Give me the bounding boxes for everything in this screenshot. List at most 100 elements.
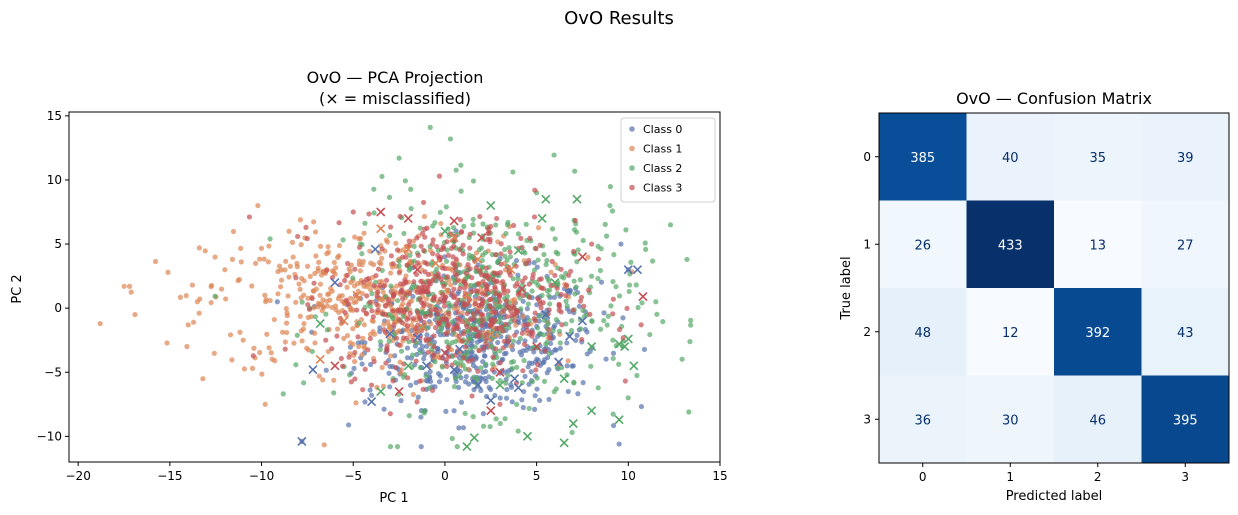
scatter-point — [428, 307, 434, 314]
scatter-point — [501, 338, 507, 344]
scatter-point — [462, 366, 469, 372]
scatter-point — [352, 266, 358, 272]
scatter-point — [184, 343, 190, 350]
misclassified-marker — [638, 292, 648, 302]
scatter-point — [475, 281, 481, 287]
scatter-point — [324, 303, 330, 309]
scatter-point — [368, 382, 375, 388]
scatter-point — [534, 375, 540, 381]
cm-cell: 13 — [1054, 200, 1142, 288]
scatter-point — [498, 324, 505, 330]
y-tick-label: 15 — [47, 109, 62, 123]
scatter-point — [480, 312, 486, 318]
scatter-point — [467, 231, 473, 237]
scatter-point — [476, 268, 482, 274]
scatter-point — [532, 187, 538, 193]
scatter-point — [553, 317, 559, 323]
scatter-point — [579, 336, 585, 343]
scatter-point — [405, 315, 411, 321]
misclassified-marker — [422, 361, 432, 371]
scatter-point — [633, 282, 639, 288]
legend-box — [620, 117, 716, 203]
scatter-point — [309, 348, 315, 355]
scatter-point — [379, 296, 385, 302]
scatter-point — [521, 322, 527, 328]
scatter-point — [620, 335, 626, 341]
scatter-point — [559, 322, 565, 328]
cm-cell-fill — [966, 200, 1054, 288]
scatter-point — [426, 336, 432, 342]
scatter-point — [467, 266, 473, 272]
scatter-point — [317, 292, 323, 298]
scatter-point — [577, 326, 584, 332]
scatter-point — [548, 269, 554, 275]
scatter-point — [331, 390, 337, 396]
scatter-point — [575, 391, 581, 397]
scatter-point — [459, 338, 465, 344]
scatter-point — [429, 387, 436, 393]
scatter-point — [414, 235, 420, 241]
scatter-point — [325, 291, 331, 298]
scatter-point — [510, 358, 517, 365]
scatter-point — [361, 307, 367, 313]
scatter-point — [370, 314, 376, 320]
scatter-point — [492, 317, 498, 323]
scatter-point — [263, 299, 269, 305]
scatter-point — [345, 422, 352, 428]
scatter-point — [388, 283, 394, 289]
scatter-point — [452, 270, 458, 277]
scatter-point — [503, 298, 509, 304]
scatter-point — [475, 368, 481, 374]
scatter-point — [570, 307, 576, 313]
scatter-point — [164, 340, 170, 346]
scatter-point — [448, 303, 454, 309]
scatter-point — [417, 225, 423, 231]
misclassified-marker — [308, 365, 318, 375]
misclassified-class-0 — [297, 244, 643, 447]
scatter-point — [398, 348, 405, 354]
scatter-point — [324, 327, 330, 333]
scatter-point — [310, 288, 316, 294]
scatter-point — [240, 337, 246, 343]
scatter-point — [490, 361, 496, 367]
scatter-frame — [68, 111, 721, 463]
scatter-point — [503, 380, 509, 386]
cm-cell-fill — [1054, 200, 1142, 288]
scatter-point — [301, 380, 307, 386]
scatter-point — [546, 326, 552, 333]
scatter-point — [407, 252, 413, 258]
scatter-point — [252, 260, 259, 267]
scatter-point — [551, 294, 557, 300]
scatter-point — [554, 364, 560, 371]
scatter-point — [229, 256, 236, 262]
scatter-point — [526, 281, 532, 287]
scatter-point — [607, 202, 613, 209]
scatter-point — [546, 351, 553, 357]
scatter-point — [493, 346, 499, 352]
scatter-point — [535, 225, 542, 231]
scatter-point — [372, 331, 378, 337]
scatter-point — [529, 275, 536, 281]
scatter-point — [473, 326, 479, 333]
misclassified-marker — [486, 329, 496, 339]
scatter-point — [504, 386, 510, 393]
scatter-point — [448, 282, 454, 288]
scatter-point — [449, 319, 455, 325]
scatter-point — [500, 345, 506, 351]
y-tick-label: −5 — [44, 365, 62, 379]
scatter-point — [610, 296, 616, 302]
scatter-point — [360, 387, 366, 393]
scatter-point — [451, 408, 457, 414]
scatter-point — [487, 323, 494, 329]
scatter-point — [431, 344, 437, 350]
scatter-point — [535, 257, 541, 263]
scatter-point — [417, 296, 423, 302]
scatter-point — [316, 373, 322, 379]
x-tick-label: −20 — [66, 469, 91, 483]
scatter-point — [470, 311, 476, 317]
scatter-point — [387, 232, 393, 239]
scatter-point — [367, 299, 373, 305]
scatter-point — [620, 315, 626, 321]
scatter-point — [497, 360, 503, 366]
scatter-point — [320, 377, 326, 383]
